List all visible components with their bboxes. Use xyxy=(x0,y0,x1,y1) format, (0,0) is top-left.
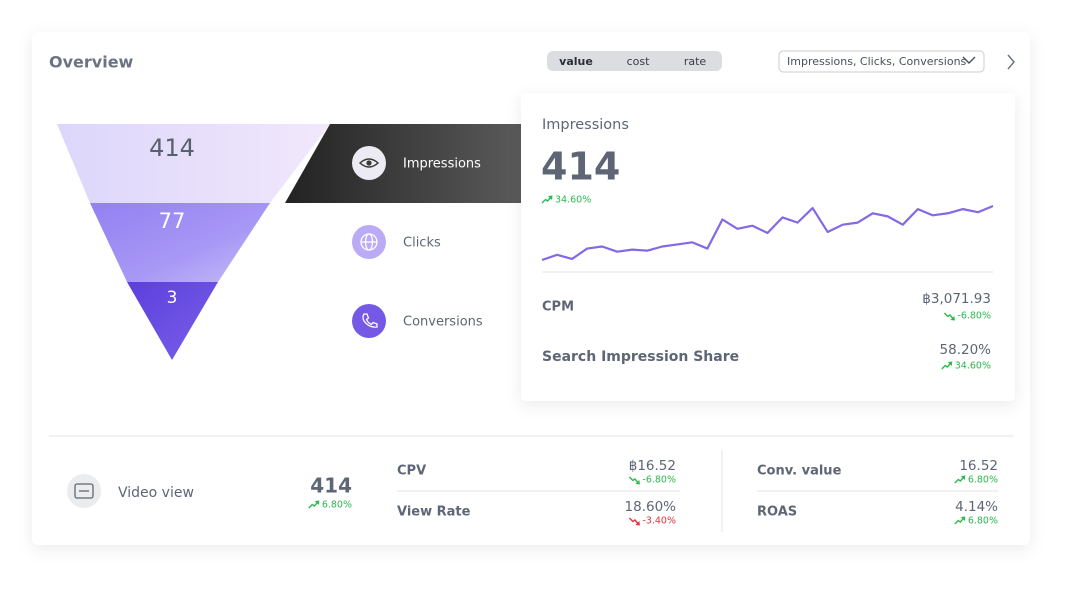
dropdown[interactable] xyxy=(778,50,985,73)
metric-value: 4.14% xyxy=(955,499,998,515)
funnel-value: 414 xyxy=(149,134,195,162)
globe-icon xyxy=(360,233,378,251)
trend-arrow xyxy=(314,500,320,505)
trend-arrow xyxy=(954,476,965,484)
metric-label: Conv. value xyxy=(757,464,842,479)
chevron xyxy=(962,56,976,64)
metric-value: ฿3,071.93 xyxy=(922,291,991,307)
trend-arrow xyxy=(541,196,552,204)
trend-arrow xyxy=(954,517,965,525)
delta: 34.60% xyxy=(955,361,991,372)
phone-icon xyxy=(352,304,386,338)
delta: 6.80% xyxy=(968,516,998,527)
panel-value: 414 xyxy=(541,145,620,189)
metric-label: Search Impression Share xyxy=(542,349,739,365)
trend-arrow xyxy=(943,312,954,320)
delta: 34.60% xyxy=(555,195,591,206)
toggle-option[interactable]: value xyxy=(559,55,593,68)
eye-icon xyxy=(358,158,380,168)
delta: -6.80% xyxy=(642,475,676,486)
trend-arrow xyxy=(960,475,966,480)
metric-label: CPM xyxy=(542,300,574,315)
funnel-stage xyxy=(127,282,218,360)
trend-arrow xyxy=(947,361,953,366)
trend-arrow xyxy=(308,501,319,509)
trend-arrow xyxy=(941,362,952,370)
footer-label: Video view xyxy=(118,485,194,501)
active-band xyxy=(285,124,521,203)
toggle[interactable] xyxy=(547,51,722,71)
metric-value: ฿16.52 xyxy=(629,458,676,474)
metric-value: 58.20% xyxy=(940,342,992,358)
trend-arrow xyxy=(635,521,640,526)
sparkline xyxy=(541,204,994,262)
funnel-value: 77 xyxy=(159,209,186,233)
metric-label: View Rate xyxy=(397,505,471,520)
video-icon xyxy=(74,483,94,499)
trend-arrow xyxy=(635,480,640,485)
funnel-stage xyxy=(57,124,330,203)
delta: 6.80% xyxy=(322,500,352,511)
trend-arrow xyxy=(960,516,966,521)
phone-icon xyxy=(362,313,378,328)
title: Overview xyxy=(49,53,134,72)
delta: -3.40% xyxy=(642,516,676,527)
funnel-stage xyxy=(90,203,270,282)
stage-label[interactable]: Conversions xyxy=(403,315,483,330)
toggle-option[interactable]: rate xyxy=(684,55,707,68)
metric-label: CPV xyxy=(397,464,426,479)
next-button[interactable] xyxy=(1007,54,1015,70)
stage-label[interactable]: Impressions xyxy=(403,157,481,172)
toggle-option[interactable]: cost xyxy=(627,55,651,68)
stage-label[interactable]: Clicks xyxy=(403,236,441,251)
metric-value: 16.52 xyxy=(959,458,998,474)
delta: 6.80% xyxy=(968,475,998,486)
delta: -6.80% xyxy=(957,311,991,322)
metric-value: 18.60% xyxy=(625,499,677,515)
metric-label: ROAS xyxy=(757,505,797,520)
eye-icon xyxy=(366,160,372,166)
trend-arrow xyxy=(628,476,639,484)
footer-value: 414 xyxy=(310,474,352,498)
trend-arrow xyxy=(548,195,553,200)
funnel-value: 3 xyxy=(167,288,178,308)
detail-panel xyxy=(521,93,1015,401)
trend-arrow xyxy=(628,517,639,525)
trend-arrow xyxy=(950,316,955,321)
dropdown-text[interactable]: Impressions, Clicks, Conversions xyxy=(787,55,967,68)
panel-title: Impressions xyxy=(542,117,629,133)
